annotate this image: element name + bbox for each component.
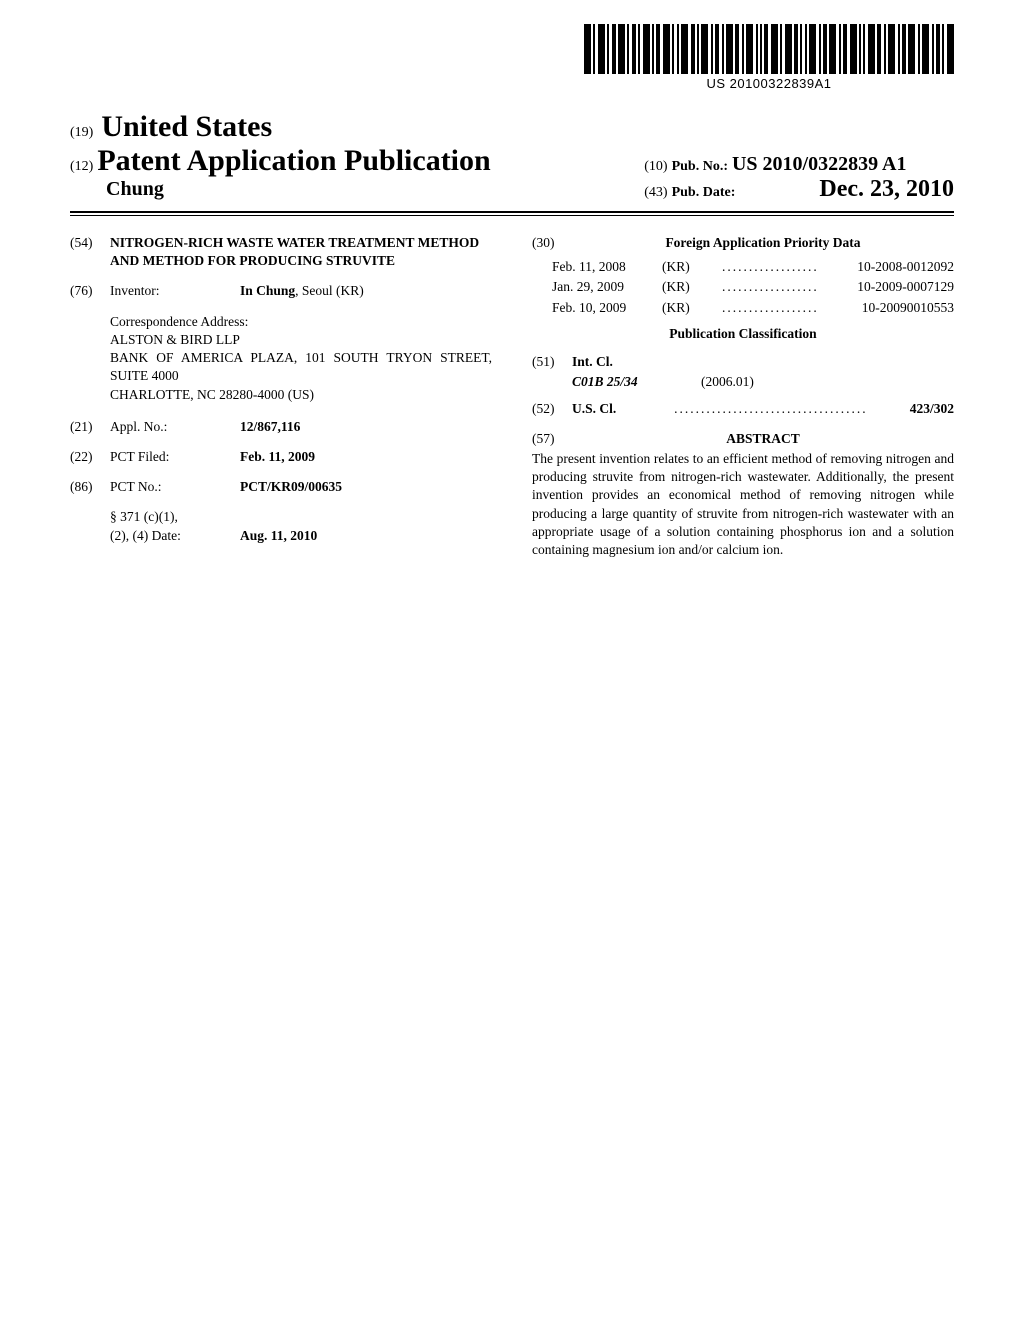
label-21: (21) [70,418,110,436]
appl-no: 12/867,116 [240,418,300,436]
divider-thin [70,215,954,216]
s371-date: Aug. 11, 2010 [240,527,317,545]
priority-code: (KR) [662,299,722,317]
priority-number: 10-20090010553 [862,299,954,317]
leader-dots: .................. [722,299,862,317]
intcl-code: C01B 25/34 [572,374,638,389]
priority-row: Jan. 29, 2009 (KR) .................. 10… [552,278,954,296]
label-10: (10) [644,159,667,174]
leader-dots: .................. [722,278,857,296]
country-name: United States [101,110,272,143]
pct-no: PCT/KR09/00635 [240,478,342,496]
leader-dots: .................................... [632,400,910,418]
inventor-location: , Seoul (KR) [295,283,364,298]
barcode-block: US 20100322839A1 [584,24,954,91]
priority-code: (KR) [662,278,722,296]
appl-no-label: Appl. No.: [110,418,240,436]
pct-filed: Feb. 11, 2009 [240,448,315,466]
label-57: (57) [532,430,572,448]
label-54: (54) [70,234,110,270]
label-22: (22) [70,448,110,466]
left-column: (54) NITROGEN-RICH WASTE WATER TREATMENT… [70,234,492,559]
priority-date: Jan. 29, 2009 [552,278,662,296]
priority-row: Feb. 11, 2008 (KR) .................. 10… [552,258,954,276]
priority-date: Feb. 11, 2008 [552,258,662,276]
uscl-code: 423/302 [910,400,954,418]
priority-number: 10-2009-0007129 [857,278,954,296]
pub-date-label: Pub. Date: [672,185,736,200]
leader-dots: .................. [722,258,857,276]
priority-row: Feb. 10, 2009 (KR) .................. 10… [552,299,954,317]
inventor-label: Inventor: [110,282,240,300]
s371-line-2: (2), (4) Date: [110,527,240,545]
uscl-label: U.S. Cl. [572,400,632,418]
abstract-label: ABSTRACT [572,430,954,448]
right-column: (30) Foreign Application Priority Data F… [532,234,954,559]
barcode-text: US 20100322839A1 [584,76,954,91]
correspondence-line-1: ALSTON & BIRD LLP [110,331,492,349]
s371-line-1: § 371 (c)(1), [110,508,240,526]
foreign-priority-heading: Foreign Application Priority Data [572,234,954,252]
spacer [70,527,110,545]
pub-no: US 2010/0322839 A1 [732,153,906,175]
publication-type: Patent Application Publication [97,144,490,177]
divider-thick [70,211,954,213]
pub-no-label: Pub. No.: [672,159,728,174]
pct-no-label: PCT No.: [110,478,240,496]
author-name: Chung [106,178,491,201]
priority-number: 10-2008-0012092 [857,258,954,276]
label-19: (19) [70,125,93,140]
intcl-label: Int. Cl. [572,353,613,371]
label-12: (12) [70,159,93,174]
pub-class-heading: Publication Classification [532,325,954,343]
inventor-name: In Chung [240,283,295,298]
label-86: (86) [70,478,110,496]
correspondence-label: Correspondence Address: [110,313,492,331]
priority-date: Feb. 10, 2009 [552,299,662,317]
barcode-graphic [584,24,954,74]
pct-filed-label: PCT Filed: [110,448,240,466]
label-52: (52) [532,400,572,418]
invention-title: NITROGEN-RICH WASTE WATER TREATMENT METH… [110,234,492,270]
abstract-body: The present invention relates to an effi… [532,450,954,559]
label-30: (30) [532,234,572,252]
pub-date: Dec. 23, 2010 [819,176,954,202]
correspondence-line-2: BANK OF AMERICA PLAZA, 101 SOUTH TRYON S… [110,349,492,385]
header-block: (19) United States (12) Patent Applicati… [70,110,954,203]
content-columns: (54) NITROGEN-RICH WASTE WATER TREATMENT… [70,234,954,559]
spacer [70,508,110,526]
label-76: (76) [70,282,110,300]
label-51: (51) [532,353,572,371]
label-43: (43) [644,185,667,200]
correspondence-line-3: CHARLOTTE, NC 28280-4000 (US) [110,386,492,404]
intcl-date: (2006.01) [701,374,754,389]
priority-code: (KR) [662,258,722,276]
